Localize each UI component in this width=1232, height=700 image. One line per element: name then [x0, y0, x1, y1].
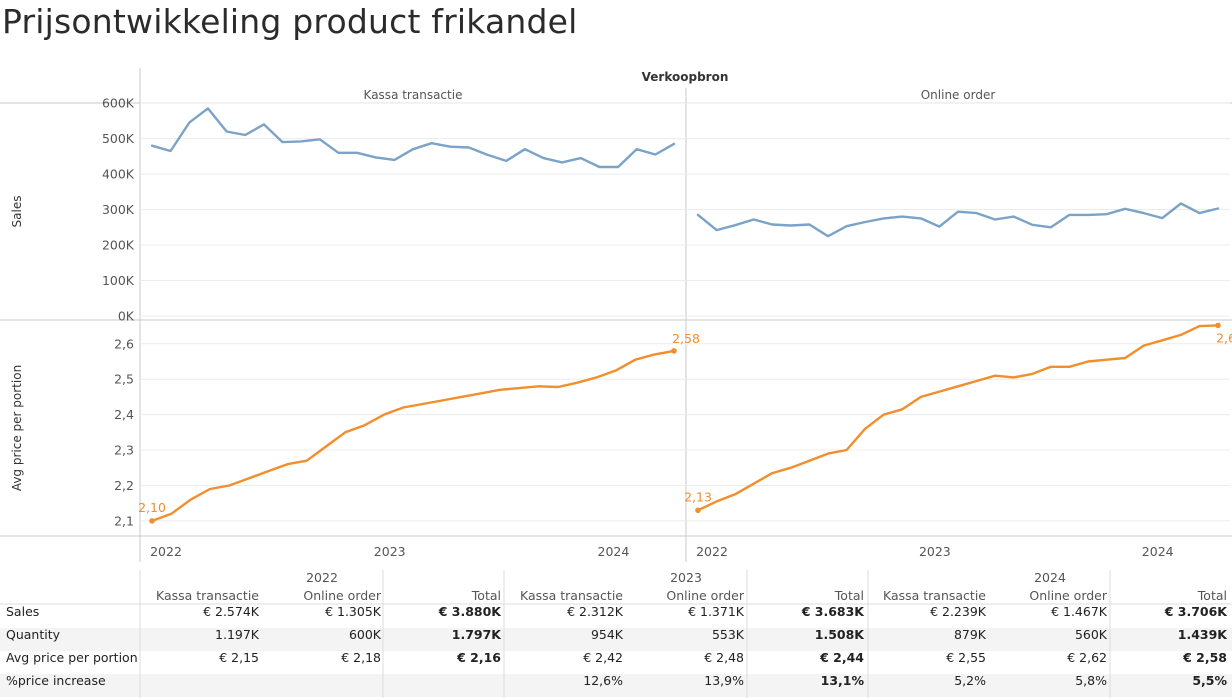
y-tick-label: 2,1 — [114, 513, 134, 528]
table-column-header: Online order — [1029, 588, 1107, 603]
table-cell: 5,5% — [1192, 673, 1227, 688]
table-cell: € 2,58 — [1182, 650, 1227, 665]
y-tick-label: 2,6 — [114, 336, 134, 351]
price-line-online-order — [696, 324, 1220, 512]
x-tick-label: 2024 — [1142, 544, 1174, 559]
y-axis-label-1: Sales — [10, 196, 24, 228]
table-cell: 5,8% — [1075, 673, 1107, 688]
y-tick-label: 0K — [118, 309, 135, 324]
table-column-header: Online order — [666, 588, 744, 603]
y-tick-label: 2,4 — [114, 407, 134, 422]
table-row-label: Avg price per portion — [6, 650, 138, 665]
table-cell: € 1.371K — [688, 604, 745, 619]
table-cell: € 2.312K — [567, 604, 624, 619]
end-value-label: 2,58 — [672, 331, 700, 346]
table-column-header: Total — [834, 588, 864, 603]
x-tick-label: 2023 — [374, 544, 406, 559]
table-column-header: Kassa transactie — [520, 588, 623, 603]
end-point-marker — [1215, 322, 1221, 329]
table-cell: € 2,44 — [819, 650, 864, 665]
table-cell: € 2,15 — [219, 650, 259, 665]
table-cell: 1.439K — [1178, 627, 1229, 642]
y-tick-label: 600K — [102, 96, 135, 111]
table-cell: 553K — [712, 627, 745, 642]
start-point-marker — [149, 518, 155, 524]
table-cell: € 2,55 — [946, 650, 986, 665]
table-row-label: Quantity — [6, 627, 61, 642]
y-tick-label: 300K — [102, 202, 135, 217]
table-cell: € 3.880K — [438, 604, 503, 619]
table-cell: € 2,18 — [341, 650, 381, 665]
table-column-header: Kassa transactie — [883, 588, 986, 603]
start-value-label: 2,13 — [684, 489, 712, 504]
panel-header-2: Online order — [921, 88, 996, 102]
end-point-marker — [671, 348, 677, 354]
y-tick-label: 2,2 — [114, 478, 134, 493]
table-cell: 600K — [349, 627, 382, 642]
page-title: Prijsontwikkeling product frikandel — [2, 2, 578, 41]
column-header: Verkoopbron — [642, 70, 729, 84]
table-cell: € 2,62 — [1067, 650, 1107, 665]
table-cell: 879K — [954, 627, 987, 642]
y-tick-label: 400K — [102, 167, 135, 182]
y-tick-label: 100K — [102, 273, 135, 288]
table-year-header: 2022 — [306, 570, 338, 585]
y-tick-label: 200K — [102, 238, 135, 253]
end-value-label: 2,65 — [1216, 330, 1232, 345]
table-cell: 560K — [1075, 627, 1108, 642]
table-cell: € 3.683K — [801, 604, 866, 619]
table-cell: € 2.574K — [203, 604, 260, 619]
table-cell: 1.197K — [215, 627, 260, 642]
x-tick-label: 2024 — [598, 544, 630, 559]
table-cell: € 3.706K — [1164, 604, 1229, 619]
y-tick-label: 2,5 — [114, 372, 134, 387]
table-cell: € 2,16 — [456, 650, 501, 665]
table-cell: 1.797K — [452, 627, 503, 642]
table-cell: 13,1% — [821, 673, 865, 688]
table-row-label: Sales — [6, 604, 39, 619]
price-line-kassa-transactie — [150, 349, 676, 523]
x-tick-label: 2023 — [919, 544, 951, 559]
y-axis-label-2: Avg price per portion — [10, 365, 24, 491]
table-cell: 954K — [591, 627, 624, 642]
row-stripe — [0, 628, 1232, 651]
panel-header-1: Kassa transactie — [364, 88, 463, 102]
y-tick-label: 2,3 — [114, 443, 134, 458]
table-row-label: %price increase — [6, 673, 106, 688]
table-cell: € 1.305K — [325, 604, 382, 619]
table-year-header: 2024 — [1034, 570, 1066, 585]
sales-line-kassa-transactie — [150, 107, 676, 169]
table-cell: € 2,42 — [583, 650, 623, 665]
x-tick-label: 2022 — [696, 544, 728, 559]
row-stripe — [0, 674, 1232, 697]
table-cell: 12,6% — [583, 673, 623, 688]
table-cell: 5,2% — [954, 673, 986, 688]
table-cell: € 2.239K — [930, 604, 987, 619]
table-column-header: Kassa transactie — [156, 588, 259, 603]
table-cell: € 1.467K — [1051, 604, 1108, 619]
line-charts: Verkoopbron Kassa transactie Online order S… — [0, 68, 1232, 562]
table-year-header: 2023 — [670, 570, 702, 585]
table-cell: € 2,48 — [704, 650, 744, 665]
x-tick-label: 2022 — [150, 544, 182, 559]
start-value-label: 2,10 — [138, 500, 166, 515]
sales-line-online-order — [696, 202, 1220, 238]
start-point-marker — [695, 507, 701, 514]
table-cell: 1.508K — [815, 627, 866, 642]
table-column-header: Total — [1197, 588, 1227, 603]
table-column-header: Online order — [303, 588, 381, 603]
y-tick-label: 500K — [102, 131, 135, 146]
table-cell: 13,9% — [704, 673, 744, 688]
table-column-header: Total — [471, 588, 501, 603]
